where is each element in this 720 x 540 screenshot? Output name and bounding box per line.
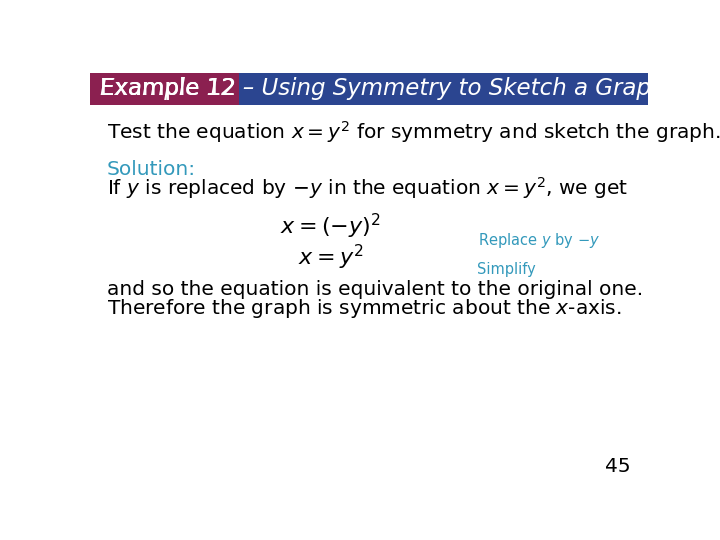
FancyBboxPatch shape bbox=[239, 72, 648, 105]
Text: Therefore the graph is symmetric about the $x$-axis.: Therefore the graph is symmetric about t… bbox=[107, 296, 621, 320]
Text: 45: 45 bbox=[606, 457, 631, 476]
FancyBboxPatch shape bbox=[90, 72, 239, 105]
Text: Simplify: Simplify bbox=[477, 262, 536, 277]
Text: Example 12: Example 12 bbox=[100, 77, 243, 100]
Text: Replace $y$ by $-y$: Replace $y$ by $-y$ bbox=[477, 231, 600, 250]
Text: If $y$ is replaced by $-y$ in the equation $x = y^2$, we get: If $y$ is replaced by $-y$ in the equati… bbox=[107, 175, 629, 201]
Text: Example 12: Example 12 bbox=[100, 77, 243, 100]
Text: and so the equation is equivalent to the original one.: and so the equation is equivalent to the… bbox=[107, 280, 643, 299]
Text: Test the equation $x = y^2$ for symmetry and sketch the graph.: Test the equation $x = y^2$ for symmetry… bbox=[107, 119, 720, 145]
Text: Example 12 – Using Symmetry to Sketch a Graph: Example 12 – Using Symmetry to Sketch a … bbox=[100, 77, 665, 100]
Text: Solution:: Solution: bbox=[107, 160, 196, 179]
Text: $x = (-y)^2$: $x = (-y)^2$ bbox=[280, 212, 381, 241]
Text: $x = y^2$: $x = y^2$ bbox=[297, 242, 363, 272]
